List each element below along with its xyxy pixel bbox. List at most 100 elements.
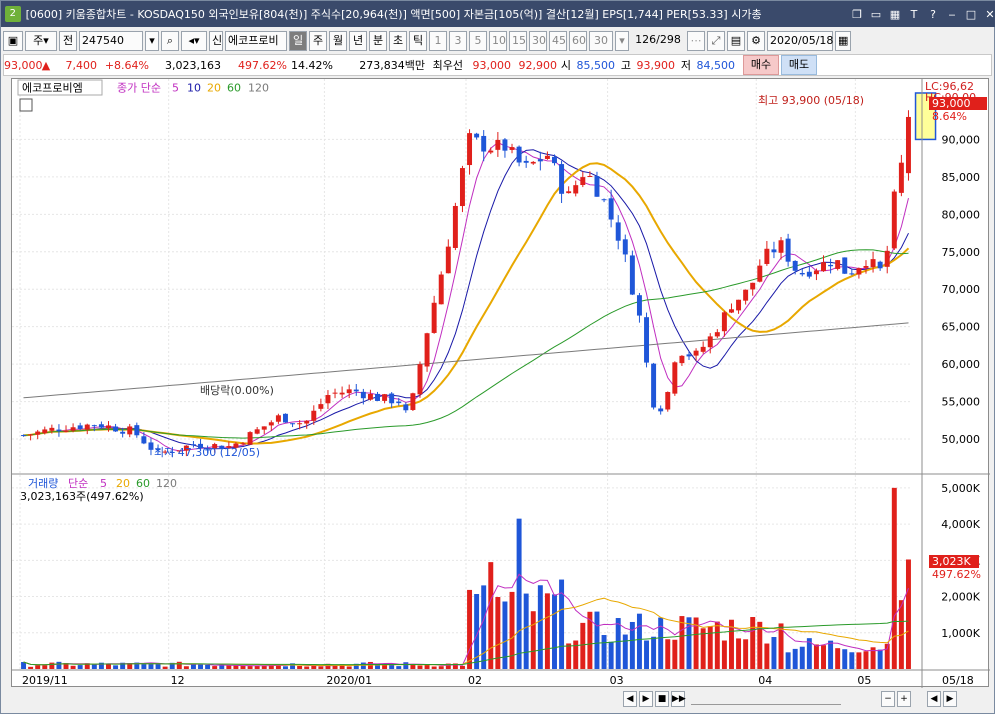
save-icon[interactable]: ▤ [727,31,745,51]
volume-bar [580,622,586,669]
candle-body [304,420,310,424]
candle-body [629,255,635,295]
candle-body [700,346,706,352]
scroll-right-icon[interactable]: ▶ [639,691,653,707]
tab-minute[interactable]: 분 [369,31,387,51]
interval-input[interactable]: 30 [589,31,613,51]
scroll-left-icon[interactable]: ◀ [623,691,637,707]
volume-bar [169,662,175,669]
draw-tool-icon[interactable]: ⤢ [707,31,725,51]
volume-bar [736,638,742,669]
help-button[interactable]: ? [930,7,936,21]
volume-bar [721,640,727,669]
tab-year[interactable]: 년 [349,31,367,51]
price-y-tick: 80,000 [942,208,981,221]
candle-body [375,393,380,401]
sound-icon[interactable]: ◂▾ [181,31,207,51]
tab-day[interactable]: 일 [289,31,307,51]
buy-button[interactable]: 매수 [743,55,779,75]
restore-icon[interactable]: ❐ [852,7,862,21]
date-input[interactable]: 2020/05/18 [767,31,833,51]
interval-15[interactable]: 15 [509,31,527,51]
stop-icon[interactable]: ■ [655,691,669,707]
minimize-icon[interactable]: ‒ [948,7,956,21]
volume-bar [339,664,345,669]
low-price: 84,500 [696,58,736,72]
period-select[interactable]: 주▾ [25,31,57,51]
current-volume-marker [929,555,979,568]
grid-toggle-icon[interactable] [19,98,33,112]
interval-30[interactable]: 30 [529,31,547,51]
chart-area[interactable]: 90,000 85,000 80,000 75,000 70,000 65,000 60,0… [11,78,990,688]
code-dropdown-icon[interactable]: ▾ [145,31,159,51]
ma5-legend: 5 [172,82,179,95]
volume-bar [636,613,642,669]
zoom-in-icon[interactable]: + [897,691,911,707]
tile-icon[interactable]: ▦ [889,7,901,21]
volume-bar [771,637,777,669]
window-icon[interactable]: ▭ [870,7,882,21]
fast-forward-icon[interactable]: ▶▶ [671,691,686,707]
interval-60[interactable]: 60 [569,31,587,51]
candle-body [516,146,522,163]
interval-3[interactable]: 3 [449,31,467,51]
search-icon[interactable]: ⌕ [161,31,179,51]
tab-month[interactable]: 월 [329,31,347,51]
tab-second[interactable]: 초 [389,31,407,51]
interval-10[interactable]: 10 [489,31,507,51]
volume-bar [467,589,473,669]
compare-icon[interactable]: ⋯ [687,31,705,51]
interval-5[interactable]: 5 [469,31,487,51]
volume-bar [544,593,550,669]
sell-button[interactable]: 매도 [781,55,817,75]
layout-icon[interactable]: ▣ [3,31,23,51]
candle-body [49,427,55,431]
chart-svg[interactable]: 90,000 85,000 80,000 75,000 70,000 65,000 60,0… [12,79,990,688]
candle-body [254,429,260,434]
calendar-icon[interactable]: ▦ [835,31,851,51]
volume-bar [35,665,41,669]
interval-1[interactable]: 1 [429,31,447,51]
candle-body [559,164,565,194]
tab-week[interactable]: 주 [309,31,327,51]
candle-body [905,116,911,174]
candle-body [290,423,296,425]
candle-body [721,312,727,332]
volume-bar [176,661,182,669]
volume-bar [828,640,834,669]
candle-body [750,282,756,290]
zoom-slider[interactable] [691,693,841,705]
text-tool-button[interactable]: T [910,7,918,21]
interval-dropdown-icon[interactable]: ▾ [615,31,629,51]
volume-bar [665,639,671,669]
candle-body [488,150,494,153]
scroll-left-end-icon[interactable]: ◀ [927,691,941,707]
interval-45[interactable]: 45 [549,31,567,51]
candle-body [459,168,465,207]
vol-ma5-legend: 5 [100,477,107,490]
volume-bar [42,665,48,669]
candle-body [580,177,586,186]
scroll-right-end-icon[interactable]: ▶ [943,691,957,707]
volume-bar [792,648,798,669]
zoom-out-icon[interactable]: − [881,691,895,707]
app-icon: 2 [5,6,21,22]
prev-button[interactable]: 전 [59,31,77,51]
candle-body [509,147,515,150]
code-input[interactable]: 247540 [79,31,143,51]
scroll-bar[interactable]: ◀ ▶ ■ ▶▶ − + ◀ ▶ [11,689,989,711]
current-volume-pct: 497.62% [932,568,981,581]
volume-bar [91,664,97,669]
candle-body [141,436,147,444]
tab-tick[interactable]: 틱 [409,31,427,51]
volume-bar [608,641,614,669]
candle-body [799,272,805,275]
volume-bar [693,617,699,669]
candle-body [863,265,869,268]
settings-gear-icon[interactable]: ⚙ [747,31,765,51]
price-y-tick: 55,000 [942,396,981,409]
maximize-icon[interactable]: □ [965,7,977,21]
close-icon[interactable]: ✕ [985,7,995,21]
candle-body [707,336,713,348]
trade-amount: 273,834백만 [359,59,425,72]
